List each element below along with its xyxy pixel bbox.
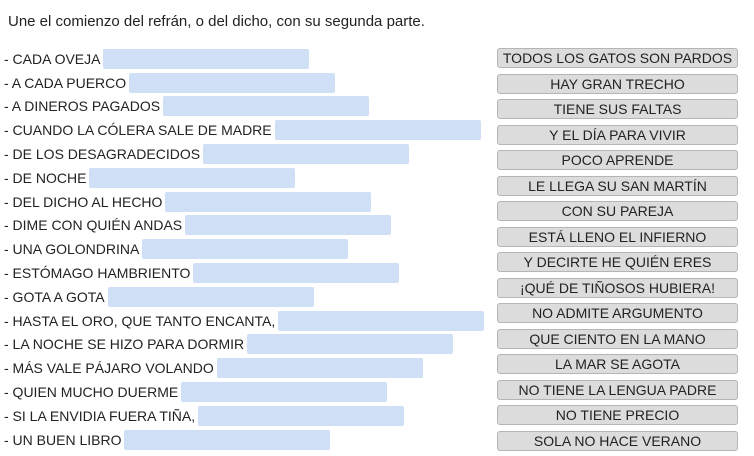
answer-tile[interactable]: POCO APRENDE: [497, 150, 738, 170]
prompt-row: - GOTA A GOTA: [4, 285, 484, 309]
drop-slot[interactable]: [274, 120, 481, 141]
prompt-label: - MÁS VALE PÁJARO VOLANDO: [4, 360, 214, 377]
prompt-label: - QUIEN MUCHO DUERME: [4, 384, 179, 401]
prompt-label: - UNA GOLONDRINA: [4, 241, 140, 258]
drop-slot[interactable]: [129, 72, 336, 93]
prompt-label: - SI LA ENVIDIA FUERA TIÑA,: [4, 407, 196, 424]
prompt-row: - MÁS VALE PÁJARO VOLANDO: [4, 356, 484, 380]
answer-tile[interactable]: TIENE SUS FALTAS: [497, 99, 738, 119]
prompt-label: - UN BUEN LIBRO: [4, 431, 122, 448]
prompt-label: - CADA OVEJA: [4, 50, 101, 67]
prompt-row: - ESTÓMAGO HAMBRIENTO: [4, 261, 484, 285]
answer-tile[interactable]: ESTÁ LLENO EL INFIERNO: [497, 226, 738, 247]
prompt-row: - A CADA PUERCO: [4, 71, 484, 95]
instruction-text: Une el comienzo del refrán, o del dicho,…: [8, 13, 425, 30]
answer-tile[interactable]: LE LLEGA SU SAN MARTÍN: [497, 175, 738, 196]
drop-slot[interactable]: [124, 429, 331, 450]
answer-tile[interactable]: NO TIENE PRECIO: [497, 405, 738, 425]
drop-slot[interactable]: [185, 215, 392, 236]
prompt-row: - DE NOCHE: [4, 166, 484, 190]
prompt-label: - GOTA A GOTA: [4, 288, 105, 305]
drop-slot[interactable]: [142, 239, 349, 260]
prompt-label: - DE LOS DESAGRADECIDOS: [4, 146, 201, 163]
drop-slot[interactable]: [181, 382, 388, 403]
answer-tile[interactable]: SOLA NO HACE VERANO: [497, 430, 738, 451]
answer-tile[interactable]: Y DECIRTE HE QUIÉN ERES: [497, 252, 738, 272]
prompt-row: - HASTA EL ORO, QUE TANTO ENCANTA,: [4, 309, 485, 333]
prompt-label: - DIME CON QUIÉN ANDAS: [4, 217, 183, 234]
prompt-row: - DE LOS DESAGRADECIDOS: [4, 142, 484, 166]
prompt-label: - ESTÓMAGO HAMBRIENTO: [4, 265, 191, 282]
answer-tile[interactable]: NO ADMITE ARGUMENTO: [497, 303, 738, 323]
drop-slot[interactable]: [203, 144, 410, 165]
prompt-row: - DIME CON QUIÉN ANDAS: [4, 214, 484, 238]
prompt-label: - A CADA PUERCO: [4, 74, 127, 91]
drop-slot[interactable]: [216, 358, 423, 379]
drop-slot[interactable]: [89, 167, 296, 188]
prompt-label: - HASTA EL ORO, QUE TANTO ENCANTA,: [4, 312, 276, 329]
answer-tile[interactable]: TODOS LOS GATOS SON PARDOS: [497, 48, 738, 68]
answer-tile[interactable]: Y EL DÍA PARA VIVIR: [497, 124, 738, 145]
prompt-row: - QUIEN MUCHO DUERME: [4, 380, 484, 404]
prompt-row: - CUANDO LA CÓLERA SALE DE MADRE: [4, 118, 484, 142]
prompt-row: - DEL DICHO AL HECHO: [4, 190, 484, 214]
drop-slot[interactable]: [278, 310, 485, 331]
prompt-label: - CUANDO LA CÓLERA SALE DE MADRE: [4, 122, 272, 139]
answer-tile[interactable]: QUE CIENTO EN LA MANO: [497, 328, 738, 349]
prompt-row: - CADA OVEJA: [4, 47, 484, 71]
prompt-label: - LA NOCHE SE HIZO PARA DORMIR: [4, 336, 245, 353]
prompt-row: - SI LA ENVIDIA FUERA TIÑA,: [4, 404, 484, 428]
prompt-label: - A DINEROS PAGADOS: [4, 98, 161, 115]
prompt-list: - CADA OVEJA - A CADA PUERCO - A DINEROS…: [4, 47, 485, 452]
drop-slot[interactable]: [247, 334, 454, 355]
answer-bank: TODOS LOS GATOS SON PARDOS HAY GRAN TREC…: [497, 48, 738, 456]
answer-tile[interactable]: HAY GRAN TRECHO: [497, 73, 738, 94]
drop-slot[interactable]: [103, 48, 310, 69]
drop-slot[interactable]: [193, 263, 400, 284]
drop-slot[interactable]: [198, 405, 405, 426]
answer-tile[interactable]: LA MAR SE AGOTA: [497, 354, 738, 374]
prompt-row: - UN BUEN LIBRO: [4, 428, 484, 452]
answer-tile[interactable]: ¡QUÉ DE TIÑOSOS HUBIERA!: [497, 277, 738, 298]
prompt-row: - LA NOCHE SE HIZO PARA DORMIR: [4, 333, 484, 357]
answer-tile[interactable]: NO TIENE LA LENGUA PADRE: [497, 379, 738, 400]
drop-slot[interactable]: [107, 286, 314, 307]
drop-slot[interactable]: [163, 96, 370, 117]
answer-tile[interactable]: CON SU PAREJA: [497, 201, 738, 221]
prompt-label: - DE NOCHE: [4, 169, 87, 186]
prompt-row: - UNA GOLONDRINA: [4, 237, 484, 261]
prompt-label: - DEL DICHO AL HECHO: [4, 193, 163, 210]
drop-slot[interactable]: [165, 191, 372, 212]
prompt-row: - A DINEROS PAGADOS: [4, 95, 484, 119]
